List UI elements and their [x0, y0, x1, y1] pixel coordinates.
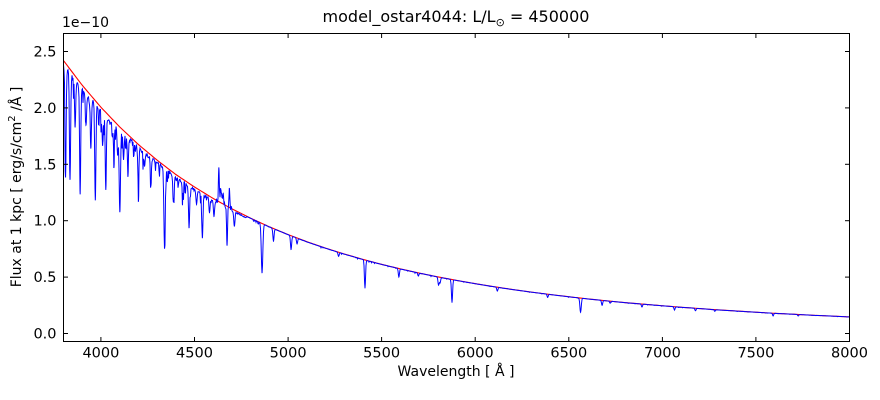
x-tick-label: 7000: [644, 346, 681, 362]
x-tick-label: 8000: [831, 346, 868, 362]
y-tick-label: 1.5: [33, 157, 56, 173]
x-tick-label: 5500: [363, 346, 400, 362]
y-tick-label: 0.0: [33, 327, 56, 343]
y-tick-label: 2.0: [33, 101, 56, 117]
y-tick-label: 0.5: [33, 270, 56, 286]
y-tick-label: 1.0: [33, 214, 56, 230]
continuum-line: [63, 60, 850, 318]
y-axis-label-suffix: /Å ]: [8, 86, 25, 116]
x-tick-label: 6000: [457, 346, 494, 362]
plot-title-suffix: = 450000: [504, 7, 590, 26]
x-tick-label: 7500: [737, 346, 774, 362]
x-axis-label: Wavelength [ Å ]: [397, 364, 515, 380]
x-tick-label: 4000: [82, 346, 119, 362]
y-tick-label: 2.5: [33, 45, 56, 61]
sun-symbol: ⊙: [495, 16, 505, 30]
x-tick-label: 6500: [550, 346, 587, 362]
y-axis-offset-label: 1e−10: [62, 15, 110, 31]
plot-title-prefix: model_ostar4044: L/L: [322, 7, 496, 26]
y-axis-label: Flux at 1 kpc [ erg/s/cm2 /Å ]: [7, 87, 25, 288]
spectrum-line: [63, 64, 850, 318]
y-axis-label-prefix: Flux at 1 kpc [ erg/s/cm: [8, 121, 25, 288]
plot-title: model_ostar4044: L/L⊙ = 450000: [63, 7, 849, 29]
x-tick-label: 5000: [270, 346, 307, 362]
y-axis-label-exponent: 2: [7, 115, 19, 122]
axes-frame: [63, 33, 850, 342]
x-tick-label: 4500: [176, 346, 213, 362]
